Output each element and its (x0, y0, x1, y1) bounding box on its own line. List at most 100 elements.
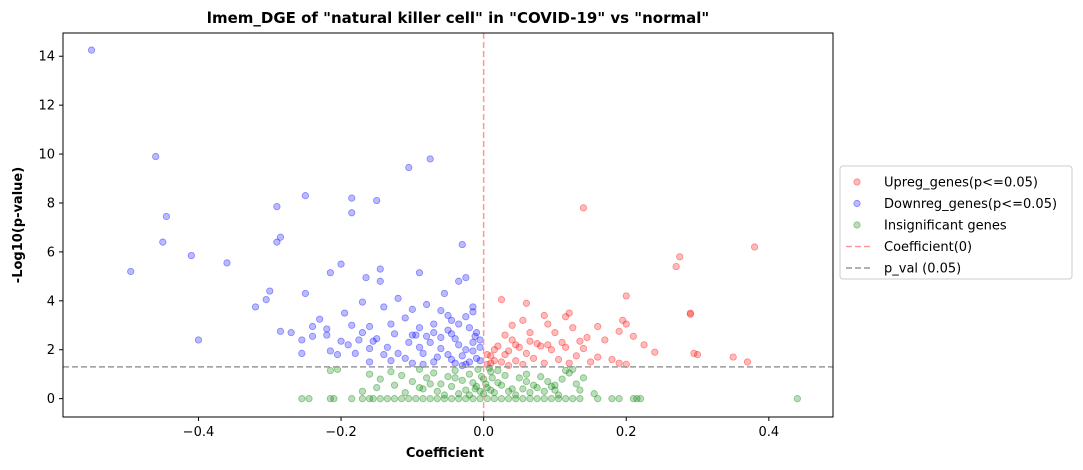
data-point (159, 238, 167, 246)
data-point (640, 341, 648, 349)
data-point (519, 360, 527, 369)
data-point (462, 273, 470, 282)
data-point (572, 380, 580, 388)
y-axis-label: -Log10(p-value) (11, 167, 26, 283)
series-0 (483, 204, 759, 370)
data-point (408, 359, 416, 367)
data-point (533, 384, 541, 392)
data-point (594, 353, 602, 361)
data-point (330, 395, 338, 403)
data-point (390, 395, 399, 403)
data-point (471, 332, 479, 340)
data-point (458, 362, 466, 370)
data-point (547, 395, 555, 403)
data-point (526, 395, 534, 403)
data-point (512, 391, 520, 399)
data-point (508, 336, 516, 344)
data-point (490, 357, 498, 365)
data-point (447, 395, 456, 403)
data-point (519, 395, 527, 403)
legend-label: Downreg_genes(p<=0.05) (884, 197, 1057, 212)
data-point (497, 358, 506, 366)
data-point (465, 324, 473, 332)
data-point (504, 347, 513, 355)
data-point (369, 395, 377, 403)
data-point (465, 370, 473, 378)
data-point (444, 311, 452, 320)
data-point (462, 395, 470, 403)
data-point (365, 322, 374, 331)
data-point (276, 327, 285, 335)
data-point (537, 373, 545, 381)
data-point (415, 324, 424, 332)
data-point (562, 395, 570, 403)
data-point (390, 381, 399, 389)
data-point (301, 192, 310, 200)
data-point (465, 358, 473, 366)
data-point (376, 277, 384, 285)
data-point (401, 354, 409, 362)
data-point (405, 163, 413, 172)
data-point (472, 329, 481, 337)
data-point (333, 351, 342, 359)
data-point (676, 253, 684, 261)
data-point (326, 366, 334, 375)
data-point (487, 368, 495, 376)
data-point (127, 267, 135, 276)
x-tick-label: −0.4 (183, 425, 215, 440)
data-point (729, 353, 737, 361)
data-point (401, 314, 409, 322)
data-point (426, 395, 434, 403)
data-point (447, 316, 456, 324)
data-point (476, 387, 484, 395)
data-point (426, 338, 434, 346)
data-point (273, 238, 281, 246)
data-point (326, 395, 334, 403)
data-point (405, 395, 413, 403)
data-point (408, 331, 416, 339)
data-point (544, 341, 552, 349)
data-point (380, 303, 388, 311)
x-axis-label: Coefficient (406, 446, 484, 461)
data-point (440, 391, 449, 399)
data-point (344, 341, 352, 349)
data-point (672, 262, 680, 271)
data-point (793, 395, 801, 403)
data-point (501, 331, 509, 339)
data-point (522, 299, 531, 307)
data-point (358, 387, 367, 395)
data-point (576, 386, 584, 394)
data-point (223, 259, 231, 267)
data-point (565, 369, 573, 377)
data-point (358, 329, 367, 337)
data-point (444, 351, 452, 359)
y-tick-label: 14 (38, 50, 55, 65)
data-point (440, 289, 449, 298)
data-point (262, 295, 270, 304)
data-point (469, 303, 477, 311)
data-point (551, 386, 559, 394)
data-point (476, 343, 484, 351)
data-point (455, 320, 463, 328)
data-point (601, 336, 609, 344)
data-point (586, 358, 595, 366)
data-point (308, 332, 317, 340)
data-point (594, 322, 602, 331)
data-point (558, 338, 566, 346)
data-point (415, 269, 424, 277)
data-point (565, 309, 573, 317)
data-point (437, 380, 445, 388)
y-axis-ticks: 0 2 4 6 8 10 12 14 (38, 50, 63, 407)
data-point (405, 338, 413, 346)
data-point (387, 368, 395, 376)
data-point (298, 336, 306, 344)
legend-label: p_val (0.05) (884, 262, 961, 277)
data-point (433, 395, 441, 403)
points-layer (87, 46, 801, 403)
data-point (636, 395, 645, 403)
data-point (451, 374, 459, 382)
legend-marker (853, 178, 861, 186)
legend: Upreg_genes(p<=0.05) Downreg_genes(p<=0.0… (839, 165, 1073, 280)
data-point (401, 388, 409, 397)
data-point (323, 325, 331, 333)
